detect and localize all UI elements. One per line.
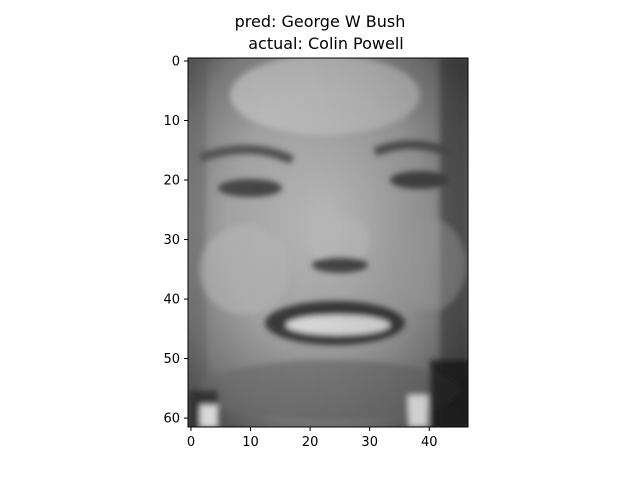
- y-tick-label: 50: [163, 352, 180, 367]
- x-tick-label: 20: [302, 435, 319, 450]
- y-tick-label: 60: [163, 412, 180, 427]
- y-tick-label: 20: [163, 174, 180, 189]
- x-axis: 0 10 20 30 40: [187, 427, 438, 450]
- x-tick-label: 10: [242, 435, 259, 450]
- y-axis: 0 10 20 30 40 50 60: [163, 54, 188, 427]
- y-tick-label: 10: [163, 114, 180, 129]
- y-tick-label: 30: [163, 233, 180, 248]
- actual-label: actual: Colin Powell: [248, 34, 404, 53]
- y-tick-label: 40: [163, 293, 180, 308]
- prediction-label: pred: George W Bush: [234, 12, 406, 31]
- face-image: [188, 58, 468, 427]
- y-tick-label: 0: [172, 54, 180, 69]
- x-tick-label: 40: [421, 435, 438, 450]
- x-tick-label: 30: [361, 435, 378, 450]
- x-tick-label: 0: [187, 435, 195, 450]
